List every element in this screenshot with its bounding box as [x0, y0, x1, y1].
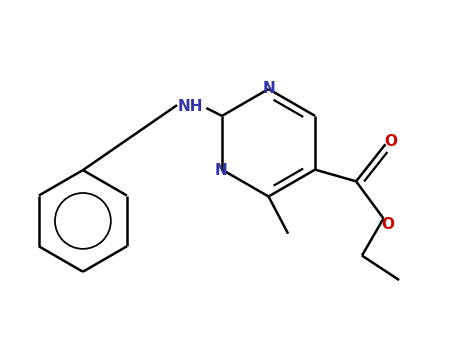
- Text: NH: NH: [178, 99, 203, 114]
- Text: O: O: [384, 134, 397, 149]
- Text: N: N: [262, 80, 275, 96]
- Text: O: O: [381, 217, 394, 232]
- Text: N: N: [215, 163, 228, 178]
